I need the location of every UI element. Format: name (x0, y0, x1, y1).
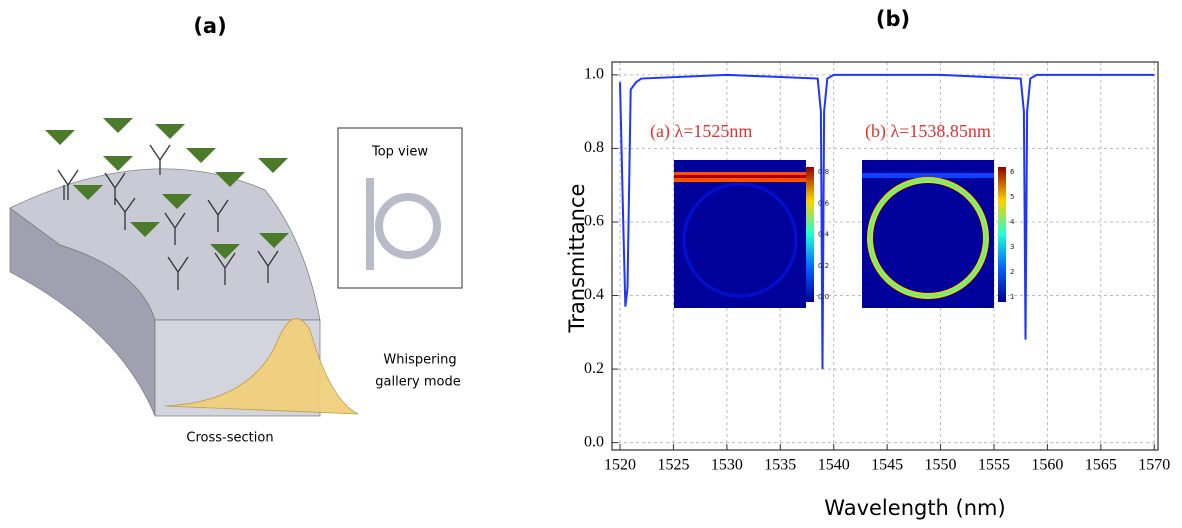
mode-label: gallery mode (375, 375, 460, 390)
mode-label: Whispering (383, 353, 456, 368)
antigens (45, 118, 289, 259)
antibodies (57, 144, 279, 290)
transmittance-line (619, 73, 1155, 370)
colorbar-tick-label: 0.2 (818, 262, 829, 270)
inset-b-map (862, 160, 994, 308)
insets: (a) λ=1525nm (b) λ=1538.85nm 0.8 0.6 0.4 0.… (650, 121, 1015, 308)
y-tick-label: 0.4 (584, 286, 604, 303)
ring (375, 193, 441, 259)
inset-label: (b) λ=1538.85nm (865, 121, 991, 142)
colorbar-tick-label: 1 (1010, 293, 1014, 301)
colorbar-tick-label: 4 (1010, 218, 1015, 226)
cross-section-label: Cross-section (186, 431, 273, 446)
y-tick-label: 0.8 (584, 139, 604, 156)
colorbar-tick-label: 0.0 (818, 293, 829, 301)
x-tick-label: 1565 (1085, 457, 1117, 474)
colorbar-tick-label: 0.6 (818, 199, 830, 207)
chart-title: (b) (876, 7, 910, 31)
y-tick-label: 1.0 (584, 66, 604, 83)
x-tick-label: 1520 (604, 457, 636, 474)
plot-frame (611, 61, 1159, 451)
inset-a-map (674, 160, 806, 308)
x-axis-label: Wavelength (nm) (824, 496, 1005, 520)
inset-a-core (674, 175, 806, 178)
colorbar-tick-label: 0.4 (818, 231, 830, 239)
x-tick-label: 1555 (978, 457, 1010, 474)
colorbar-tick-label: 0.8 (818, 168, 829, 176)
mode-profile (164, 318, 359, 415)
inset-label: (a) λ=1525nm (650, 121, 752, 142)
top-view-label: Top view (371, 145, 428, 160)
inset-b-waveguide (862, 173, 994, 178)
slab-top (9, 168, 321, 321)
y-tick-label: 0.6 (584, 213, 604, 230)
x-tick-label: 1525 (657, 457, 689, 474)
plot (619, 73, 1155, 370)
colorbar-a (806, 167, 814, 302)
inset-b-ring-core (869, 179, 987, 297)
x-tick-label: 1570 (1138, 457, 1170, 474)
x-tick-label: 1540 (818, 457, 850, 474)
panel-a: (a) Top view Whispering gall (9, 14, 463, 446)
colorbar-b (998, 167, 1006, 302)
x-tick-label: 1545 (871, 457, 903, 474)
y-tick-label: 0.0 (584, 433, 604, 450)
y-axis-label: Transmittance (565, 184, 589, 334)
y-tick-label: 0.2 (584, 360, 604, 377)
x-tick-label: 1530 (711, 457, 743, 474)
x-tick-label: 1560 (1031, 457, 1063, 474)
x-tick-label: 1550 (925, 457, 957, 474)
colorbar-tick-label: 6 (1010, 168, 1015, 176)
top-view-box (337, 127, 463, 289)
colorbar-tick-label: 5 (1010, 193, 1014, 201)
waveguide (366, 178, 374, 270)
x-tick-label: 1535 (764, 457, 796, 474)
colorbar-tick-label: 2 (1010, 268, 1014, 276)
inset-a-ring (682, 182, 798, 298)
colorbar-tick-label: 3 (1010, 243, 1014, 251)
panel-title: (a) (193, 14, 226, 38)
